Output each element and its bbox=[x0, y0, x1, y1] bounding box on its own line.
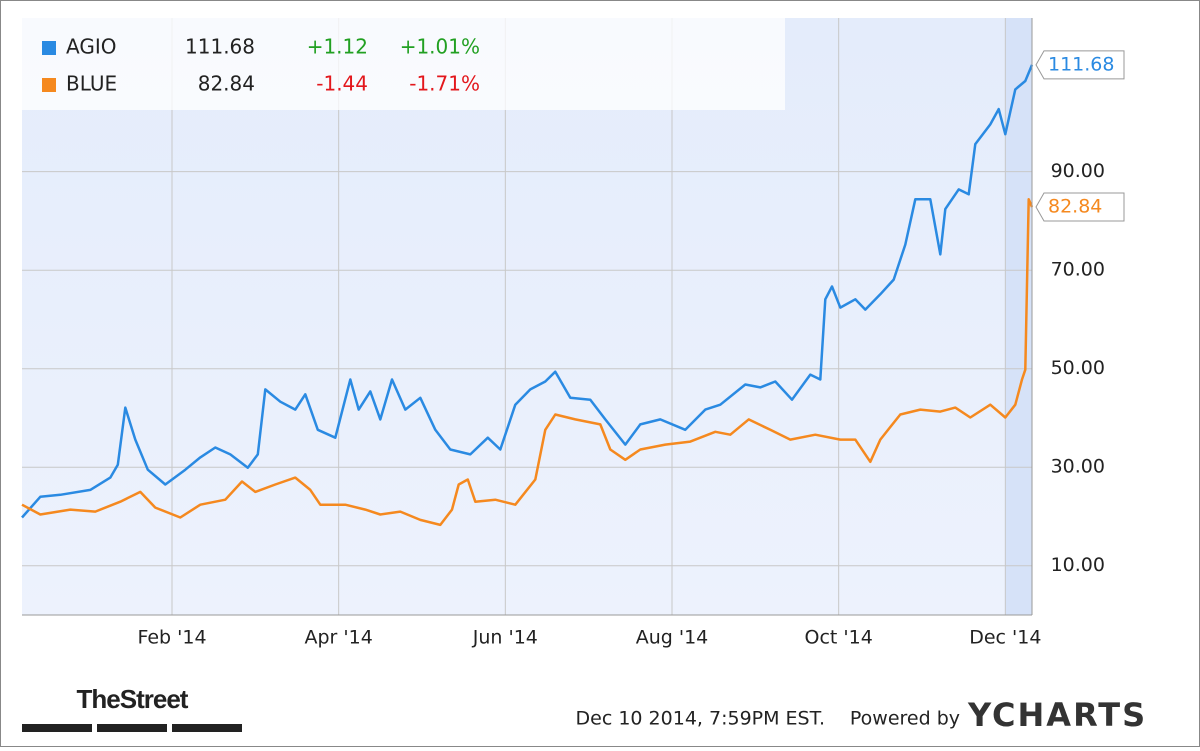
x-tick-label: Feb '14 bbox=[137, 627, 206, 649]
y-tick-label: 50.00 bbox=[1051, 357, 1105, 379]
y-tick-label: 70.00 bbox=[1051, 259, 1105, 281]
x-tick-label: Jun '14 bbox=[472, 627, 538, 649]
legend-name: BLUE bbox=[66, 72, 117, 96]
powered-by: Powered by bbox=[850, 708, 960, 730]
end-label-box bbox=[1035, 50, 1125, 80]
publisher-logo: TheStreet bbox=[77, 684, 189, 714]
legend: AGIO 111.68 +1.12 +1.01% BLUE 82.84 -1.44 -1.71… bbox=[42, 35, 480, 96]
x-tick-label: Apr '14 bbox=[305, 627, 373, 649]
logo-bar bbox=[22, 724, 92, 732]
x-tick-label: Dec '14 bbox=[969, 627, 1041, 649]
end-label: 111.68 bbox=[1048, 53, 1114, 75]
series-line bbox=[21, 64, 1034, 519]
legend-last: 111.68 bbox=[185, 35, 255, 59]
legend-change-pct: +1.01% bbox=[400, 35, 480, 59]
legend-last: 82.84 bbox=[198, 72, 255, 96]
y-tick-label: 30.00 bbox=[1051, 456, 1105, 478]
y-tick-label: 90.00 bbox=[1051, 160, 1105, 182]
x-tick-label: Oct '14 bbox=[805, 627, 873, 649]
legend-change: -1.44 bbox=[316, 72, 368, 96]
end-label-box bbox=[1035, 192, 1125, 222]
legend-change: +1.12 bbox=[307, 35, 368, 59]
grid bbox=[22, 18, 1032, 615]
logo-bar bbox=[172, 724, 242, 732]
labels: 10.00 30.00 50.00 70.00 90.00 Feb '14 Apr '14 J… bbox=[137, 50, 1125, 649]
plot-area bbox=[22, 18, 1032, 615]
logo-bar bbox=[97, 724, 167, 732]
timestamp: Dec 10 2014, 7:59PM EST. bbox=[576, 708, 825, 730]
legend-change-pct: -1.71% bbox=[409, 72, 480, 96]
brand-logo: YCHARTS bbox=[967, 696, 1147, 734]
legend-name: AGIO bbox=[66, 35, 116, 59]
legend-swatch bbox=[42, 41, 56, 55]
series-line bbox=[21, 198, 1034, 527]
legend-swatch bbox=[42, 78, 56, 92]
lines bbox=[21, 64, 1034, 527]
y-tick-label: 10.00 bbox=[1051, 554, 1105, 576]
highlight-band bbox=[1005, 18, 1032, 615]
x-tick-label: Aug '14 bbox=[636, 627, 709, 649]
end-label: 82.84 bbox=[1048, 195, 1102, 217]
legend-box bbox=[22, 18, 785, 110]
